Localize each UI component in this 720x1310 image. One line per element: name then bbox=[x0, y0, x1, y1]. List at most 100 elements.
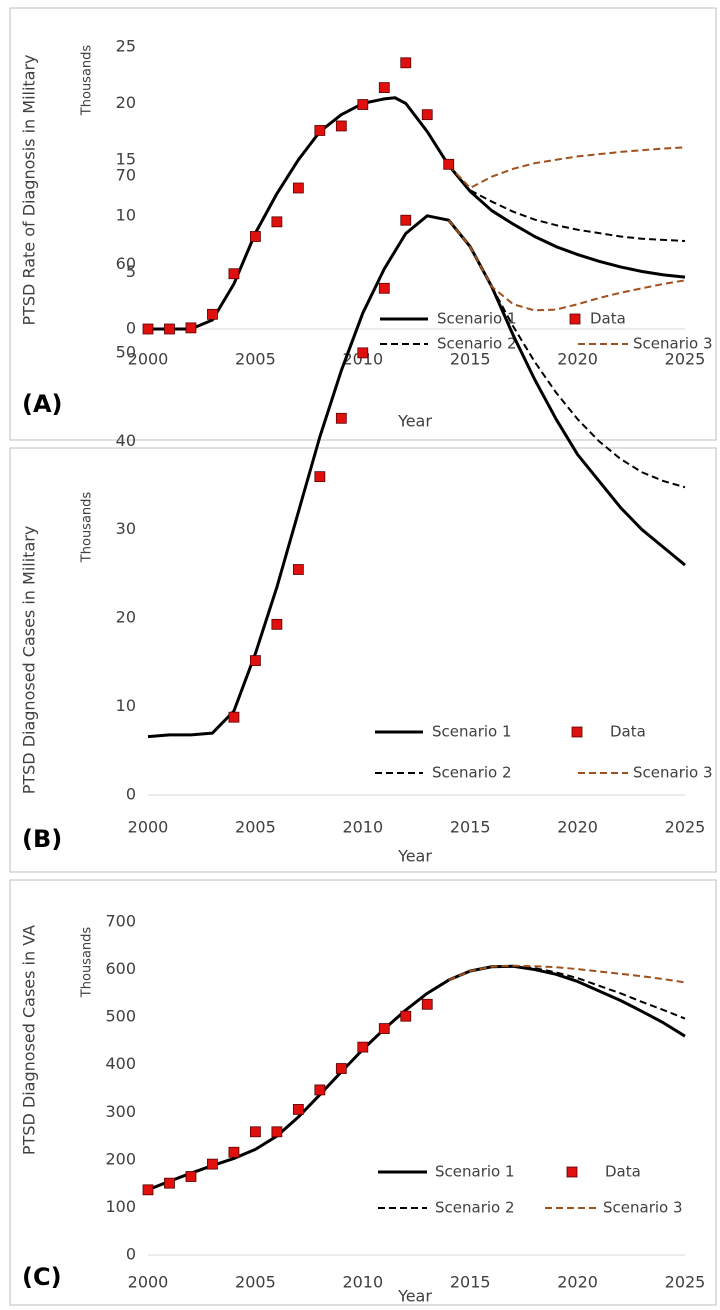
series-line bbox=[447, 219, 686, 312]
y-tick-label: 600 bbox=[105, 959, 136, 978]
x-tick-label: 2025 bbox=[665, 818, 706, 837]
data-point bbox=[249, 655, 261, 666]
y-tick-label: 40 bbox=[116, 431, 136, 450]
legend-label: Scenario 1 bbox=[432, 723, 512, 741]
data-point bbox=[207, 308, 218, 320]
y-unit-label: Thousands bbox=[80, 45, 95, 117]
x-tick-label: 2020 bbox=[557, 1273, 598, 1292]
data-point bbox=[357, 1041, 369, 1053]
data-point bbox=[335, 1063, 347, 1074]
legend-label: Data bbox=[605, 1163, 641, 1181]
panel-frame bbox=[9, 879, 717, 1306]
legend-label: Scenario 1 bbox=[435, 1163, 515, 1181]
data-point bbox=[335, 412, 347, 424]
y-tick-label: 30 bbox=[116, 519, 136, 538]
y-tick-label: 25 bbox=[116, 37, 136, 56]
y-tick-label: 20 bbox=[116, 608, 136, 627]
data-point bbox=[357, 347, 369, 359]
legend-marker bbox=[569, 313, 581, 325]
series-line bbox=[490, 286, 686, 489]
data-point bbox=[249, 231, 261, 242]
x-axis-label: Year bbox=[397, 1287, 432, 1306]
data-point bbox=[314, 125, 326, 136]
x-tick-label: 2005 bbox=[235, 818, 276, 837]
legend-label: Data bbox=[590, 310, 626, 328]
x-tick-label: 2010 bbox=[342, 1273, 383, 1292]
series-line bbox=[448, 964, 686, 984]
x-axis-label: Year bbox=[397, 847, 432, 866]
data-point bbox=[207, 1158, 218, 1170]
data-point bbox=[292, 182, 304, 194]
y-tick-label: 300 bbox=[105, 1102, 136, 1121]
data-point bbox=[228, 1146, 240, 1158]
data-point bbox=[400, 57, 412, 69]
y-tick-label: 0 bbox=[126, 785, 136, 804]
data-point bbox=[292, 1104, 304, 1115]
data-point bbox=[164, 323, 175, 335]
y-tick-label: 10 bbox=[116, 206, 136, 225]
data-point bbox=[357, 99, 369, 110]
data-point bbox=[400, 214, 412, 226]
x-tick-label: 2000 bbox=[128, 1273, 169, 1292]
data-point bbox=[378, 282, 390, 294]
panel-label: (A) bbox=[22, 390, 63, 418]
legend-label: Scenario 2 bbox=[437, 335, 517, 353]
legend-label: Data bbox=[610, 723, 646, 741]
y-unit-label: Thousands bbox=[80, 927, 95, 999]
y-tick-label: 700 bbox=[105, 912, 136, 931]
y-tick-label: 100 bbox=[105, 1197, 136, 1216]
data-point bbox=[378, 82, 390, 94]
data-point bbox=[228, 711, 240, 723]
data-point bbox=[443, 158, 455, 170]
x-tick-label: 2020 bbox=[557, 818, 598, 837]
x-tick-label: 2010 bbox=[342, 350, 383, 369]
y-axis-label: PTSD Diagnosed Cases in Military bbox=[20, 526, 39, 795]
x-tick-label: 2015 bbox=[450, 1273, 491, 1292]
series-line bbox=[147, 214, 686, 739]
y-axis-label: PTSD Rate of Diagnosis in Military bbox=[20, 54, 39, 325]
y-axis-label: PTSD Diagnosed Cases in VA bbox=[20, 925, 39, 1155]
x-tick-label: 2005 bbox=[235, 350, 276, 369]
legend-marker bbox=[566, 1166, 578, 1178]
data-point bbox=[271, 216, 283, 228]
legend-label: Scenario 3 bbox=[603, 1199, 683, 1217]
data-point bbox=[378, 1023, 390, 1034]
data-point bbox=[142, 323, 154, 335]
legend-marker bbox=[571, 726, 583, 738]
legend-label: Scenario 2 bbox=[435, 1199, 515, 1217]
data-point bbox=[421, 998, 433, 1010]
x-tick-label: 2025 bbox=[665, 350, 706, 369]
y-unit-label: Thousands bbox=[80, 492, 95, 564]
y-tick-label: 15 bbox=[116, 149, 136, 168]
y-tick-label: 0 bbox=[126, 1245, 136, 1264]
series-line bbox=[148, 96, 686, 331]
y-tick-label: 0 bbox=[126, 319, 136, 338]
data-point bbox=[228, 268, 240, 280]
data-point bbox=[249, 1126, 261, 1138]
x-tick-label: 2015 bbox=[450, 350, 491, 369]
legend-label: Scenario 3 bbox=[633, 335, 713, 353]
panel-frame bbox=[9, 7, 717, 441]
data-point bbox=[335, 120, 347, 132]
y-tick-label: 20 bbox=[116, 93, 136, 112]
data-point bbox=[314, 471, 326, 483]
y-tick-label: 400 bbox=[105, 1054, 136, 1073]
x-tick-label: 2000 bbox=[128, 818, 169, 837]
x-tick-label: 2025 bbox=[665, 1273, 706, 1292]
x-tick-label: 2015 bbox=[450, 818, 491, 837]
y-tick-label: 5 bbox=[126, 262, 136, 281]
data-point bbox=[421, 109, 433, 121]
data-point bbox=[271, 618, 283, 630]
data-point bbox=[185, 1171, 197, 1182]
series-line bbox=[447, 146, 686, 189]
legend-label: Scenario 3 bbox=[633, 764, 713, 782]
x-tick-label: 2000 bbox=[128, 350, 169, 369]
y-tick-label: 70 bbox=[116, 166, 136, 185]
data-point bbox=[185, 322, 197, 334]
data-point bbox=[142, 1184, 154, 1196]
y-tick-label: 200 bbox=[105, 1149, 136, 1168]
data-point bbox=[400, 1010, 412, 1022]
x-tick-label: 2020 bbox=[557, 350, 598, 369]
